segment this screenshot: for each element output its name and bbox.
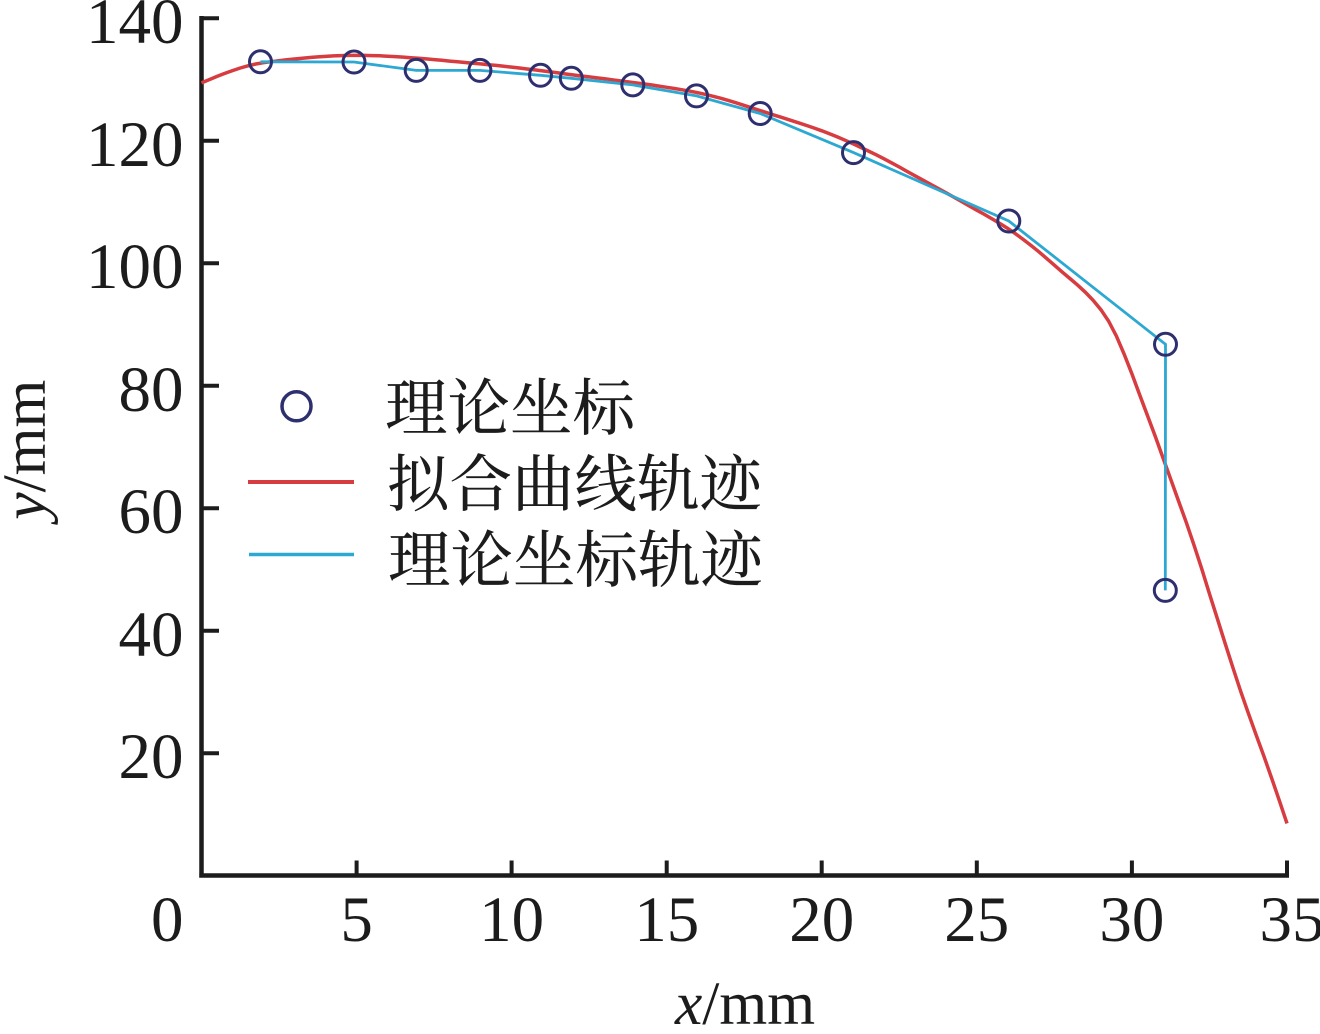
svg-text:80: 80 xyxy=(119,354,184,426)
svg-text:y/mm: y/mm xyxy=(0,380,59,526)
svg-text:20: 20 xyxy=(789,884,854,956)
svg-text:0: 0 xyxy=(151,884,184,956)
svg-text:15: 15 xyxy=(634,884,699,956)
svg-text:5: 5 xyxy=(340,884,373,956)
svg-text:10: 10 xyxy=(479,884,544,956)
svg-text:140: 140 xyxy=(86,0,184,58)
svg-text:120: 120 xyxy=(86,109,184,181)
svg-text:35: 35 xyxy=(1260,884,1320,956)
svg-text:x/mm: x/mm xyxy=(674,970,815,1029)
svg-text:60: 60 xyxy=(119,476,184,548)
svg-text:100: 100 xyxy=(86,231,184,303)
svg-text:30: 30 xyxy=(1099,884,1164,956)
svg-text:40: 40 xyxy=(119,599,184,671)
svg-text:25: 25 xyxy=(944,884,1009,956)
svg-text:20: 20 xyxy=(119,721,184,793)
